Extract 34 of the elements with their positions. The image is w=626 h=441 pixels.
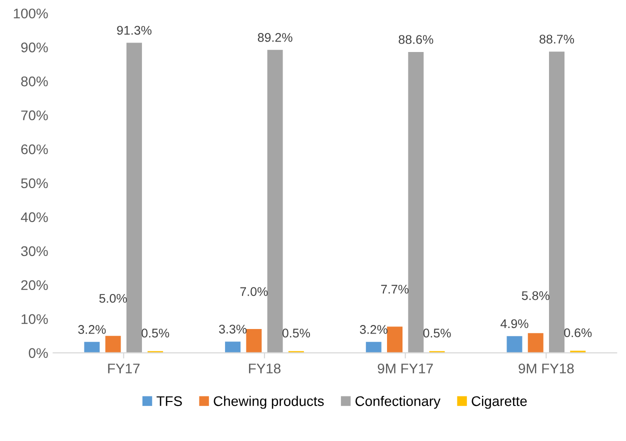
y-tick-label: 0% xyxy=(28,348,48,358)
y-tick-label: 70% xyxy=(21,110,48,120)
data-label: 5.0% xyxy=(99,294,127,303)
y-tick-label: 60% xyxy=(21,144,48,154)
x-tick-label: FY18 xyxy=(249,364,280,374)
y-tick-label: 100% xyxy=(14,8,48,18)
y-tick-label: 10% xyxy=(22,314,48,324)
data-label: 88.7% xyxy=(540,34,574,44)
data-label: 0.5% xyxy=(282,328,310,338)
data-label: 3.2% xyxy=(78,325,106,334)
y-tick-label: 80% xyxy=(21,76,48,86)
x-tick-label: FY17 xyxy=(108,364,140,374)
y-tick-label: 30% xyxy=(21,246,48,256)
data-label: 5.8% xyxy=(522,291,550,300)
data-label: 7.7% xyxy=(381,284,409,294)
data-label: 4.9% xyxy=(500,319,528,328)
data-label: 3.3% xyxy=(219,324,247,334)
data-label: 91.3% xyxy=(117,26,152,35)
legend-label: Cigarette xyxy=(472,396,527,409)
legend-label: Chewing products xyxy=(214,396,324,409)
data-label: 88.6% xyxy=(398,35,434,44)
data-label: 0.6% xyxy=(564,328,592,338)
legend-label: TFS xyxy=(156,396,182,406)
data-label: 0.5% xyxy=(423,328,451,338)
data-label: 7.0% xyxy=(240,287,268,296)
x-tick-label: 9M FY18 xyxy=(518,364,574,374)
data-label: 0.5% xyxy=(142,328,170,338)
x-tick-label: 9M FY17 xyxy=(378,364,433,374)
data-label: 89.2% xyxy=(258,33,292,42)
legend-label: Confectionary xyxy=(356,396,440,409)
y-tick-label: 20% xyxy=(21,280,48,290)
y-tick-label: 40% xyxy=(20,212,48,222)
y-tick-label: 50% xyxy=(21,178,48,188)
y-tick-label: 90% xyxy=(21,42,48,52)
